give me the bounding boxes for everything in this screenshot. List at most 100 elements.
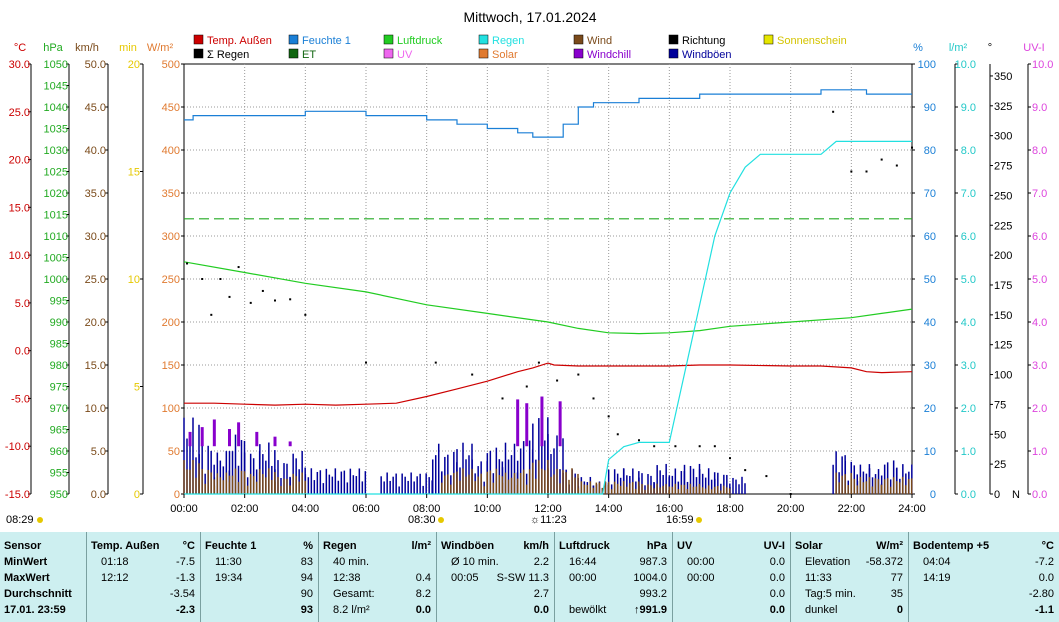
stats-row: 04:04 -7.2 bbox=[909, 554, 1059, 570]
direction-point bbox=[219, 278, 222, 280]
direction-point bbox=[365, 361, 367, 364]
series-regen-summe bbox=[184, 140, 912, 495]
tick-label-deg: 125 bbox=[994, 340, 1012, 352]
tick-label-uv: 8.0 bbox=[1032, 145, 1047, 157]
series-temp-au-en bbox=[184, 362, 913, 406]
series-luftdruck bbox=[183, 261, 913, 335]
tick-label-uv: 7.0 bbox=[1032, 188, 1047, 200]
tick-label-lm2: 0.0 bbox=[961, 489, 976, 501]
direction-point bbox=[674, 445, 677, 448]
stats-row-label: Durchschnitt bbox=[4, 588, 72, 600]
tick-label-uv: 5.0 bbox=[1032, 274, 1047, 286]
legend-label: Sonnenschein bbox=[777, 35, 847, 47]
stats-cell-time: 04:04 bbox=[923, 556, 951, 568]
stats-row: 00:00 1004.0 bbox=[555, 570, 673, 586]
stats-unit: °C bbox=[1041, 540, 1054, 552]
stats-header: Feuchte 1 bbox=[205, 540, 257, 552]
stats-cell-time: Tag:5 min. bbox=[805, 588, 856, 600]
direction-point bbox=[729, 457, 731, 460]
tick-label-uv: 1.0 bbox=[1032, 446, 1047, 458]
legend-swatch bbox=[193, 34, 204, 45]
stats-cell-value: -3.54 bbox=[169, 588, 195, 600]
tick-label-pct: 50 bbox=[924, 274, 936, 286]
x-tick-label: 24:00 bbox=[898, 503, 926, 515]
tick-label-kmh: 30.0 bbox=[85, 231, 106, 243]
x-tick-label: 04:00 bbox=[292, 503, 320, 515]
stats-row: Elevation -58.372 bbox=[791, 554, 909, 570]
stats-cell-value: -58.372 bbox=[865, 556, 903, 568]
stats-cell-value: ↑991.9 bbox=[633, 604, 667, 616]
stats-cell-time: 12:38 bbox=[333, 572, 361, 584]
sunset-label: 16:59 bbox=[666, 514, 694, 526]
tick-label-hpa: 985 bbox=[50, 339, 68, 351]
stats-unit: l/m² bbox=[411, 540, 431, 552]
tick-label-deg: 200 bbox=[994, 250, 1012, 262]
direction-point bbox=[501, 397, 504, 400]
stats-row-label: MaxWert bbox=[4, 572, 50, 584]
stats-row: bewölkt ↑991.9 bbox=[555, 602, 673, 618]
tick-label-kmh: 20.0 bbox=[85, 317, 106, 329]
stats-cell-value: 0.0 bbox=[769, 588, 785, 600]
stats-row: 17.01. 23:59 bbox=[0, 602, 86, 618]
x-tick-label: 14:00 bbox=[595, 503, 623, 515]
tick-label-min: 20 bbox=[128, 59, 140, 71]
stats-cell-value: 0.0 bbox=[1038, 572, 1054, 584]
stats-cell-value: 987.3 bbox=[639, 556, 667, 568]
stats-unit: W/m² bbox=[876, 540, 903, 552]
stats-cell-time: 01:18 bbox=[101, 556, 129, 568]
stats-row: 00:00 0.0 bbox=[673, 554, 791, 570]
tick-label-deg: 75 bbox=[994, 399, 1006, 411]
stats-cell-value: 83 bbox=[300, 556, 313, 568]
direction-point bbox=[261, 289, 264, 292]
direction-point bbox=[434, 361, 437, 364]
tick-label-wm2: 100 bbox=[162, 403, 180, 415]
stats-row: 01:18 -7.5 bbox=[87, 554, 201, 570]
tick-label-lm2: 2.0 bbox=[961, 403, 976, 415]
stats-cell-time: 00:00 bbox=[687, 556, 715, 568]
tick-label-hpa: 1025 bbox=[44, 167, 68, 179]
tick-label-temp: 5.0 bbox=[15, 298, 30, 310]
stats-cell-value: -7.5 bbox=[176, 556, 195, 568]
sunrise-axis-icon bbox=[438, 517, 444, 523]
tick-label-deg: 275 bbox=[994, 161, 1012, 173]
legend-label: Temp. Außen bbox=[207, 35, 272, 47]
stats-header: Windböen bbox=[441, 540, 495, 552]
stats-row: MaxWert bbox=[0, 570, 86, 586]
direction-point bbox=[249, 301, 252, 304]
tick-label-deg: 0 bbox=[994, 489, 1000, 501]
direction-point bbox=[616, 433, 619, 436]
tick-label-temp: 25.0 bbox=[9, 107, 30, 119]
stats-cell-value: 0.4 bbox=[415, 572, 431, 584]
tick-label-hpa: 1035 bbox=[44, 124, 68, 136]
tick-label-lm2: 4.0 bbox=[961, 317, 976, 329]
stats-cell-time: 00:00 bbox=[569, 572, 597, 584]
stats-cell-time: 40 min. bbox=[333, 556, 370, 568]
legend-label: Σ Regen bbox=[207, 49, 249, 61]
tick-label-deg: 300 bbox=[994, 131, 1012, 143]
tick-label-wm2: 50 bbox=[168, 446, 180, 458]
stats-row-label: 17.01. 23:59 bbox=[4, 604, 66, 616]
tick-label-temp: 10.0 bbox=[9, 250, 30, 262]
x-tick-label: 02:00 bbox=[231, 503, 259, 515]
tick-label-pct: 80 bbox=[924, 145, 936, 157]
direction-point bbox=[592, 397, 595, 400]
stats-row: 00:00 0.0 bbox=[673, 570, 791, 586]
stats-column: Regen l/m² 40 min. 12:38 0.4 Gesamt: 8.2 8.2 l/… bbox=[318, 532, 437, 622]
legend-label: Solar bbox=[492, 49, 518, 61]
tick-label-pct: 20 bbox=[924, 403, 936, 415]
direction-point bbox=[556, 379, 559, 382]
tick-label-hpa: 1020 bbox=[44, 188, 68, 200]
tick-label-wm2: 250 bbox=[162, 274, 180, 286]
legend-swatch bbox=[288, 48, 299, 59]
stats-row: 0.0 bbox=[673, 586, 791, 602]
stats-row: 11:33 77 bbox=[791, 570, 909, 586]
legend-label: Richtung bbox=[682, 35, 725, 47]
legend-label: Regen bbox=[492, 35, 524, 47]
stats-row: dunkel 0 bbox=[791, 602, 909, 618]
tick-label-temp: 0.0 bbox=[15, 346, 30, 358]
stats-cell-value: 77 bbox=[890, 572, 903, 584]
tick-label-hpa: 955 bbox=[50, 468, 68, 480]
stats-cell-value: -2.80 bbox=[1028, 588, 1054, 600]
tick-label-hpa: 1000 bbox=[44, 274, 68, 286]
stats-header: Regen bbox=[323, 540, 357, 552]
